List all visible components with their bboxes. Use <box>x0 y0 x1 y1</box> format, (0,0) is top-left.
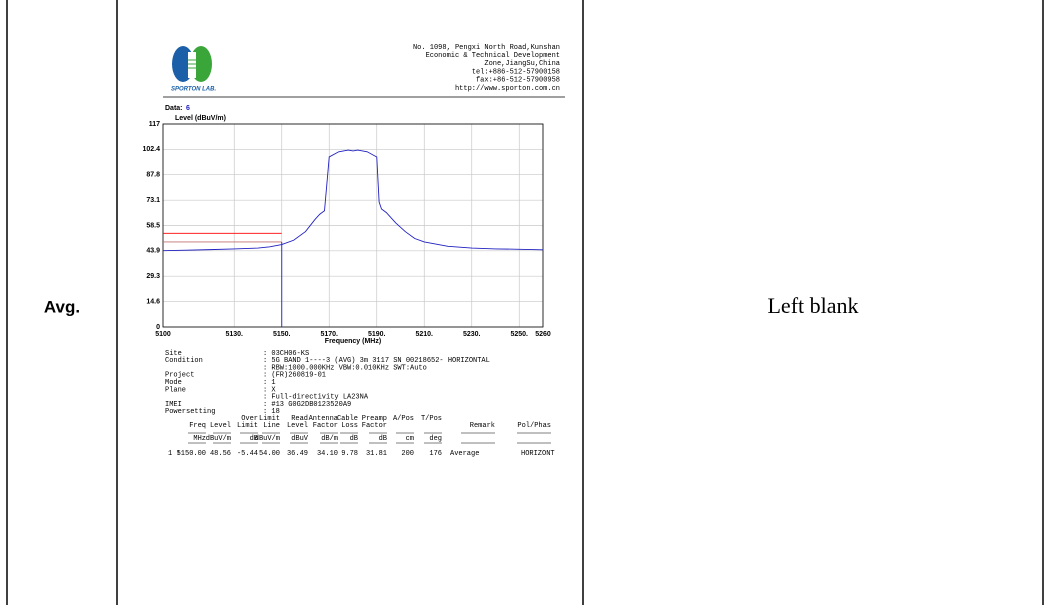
cell: 9.78 <box>341 450 358 458</box>
plot-frame <box>162 123 544 328</box>
y-tick-label: 29.3 <box>146 273 160 280</box>
column-header: Remark <box>470 422 495 430</box>
column-unit: dB <box>350 435 358 443</box>
x-tick-label: 5250. <box>510 331 528 338</box>
cell: 48.56 <box>210 450 231 458</box>
y-tick-label: 102.4 <box>142 146 160 153</box>
column-header: Antenna <box>309 415 338 423</box>
column-header: Cable <box>337 415 358 423</box>
y-tick-label: 14.6 <box>146 299 160 306</box>
data-number: 6 <box>186 105 190 112</box>
column-header: Read <box>291 415 308 423</box>
info-value: : Full-directivity LA23NA <box>263 394 369 402</box>
x-tick-label: 5170. <box>320 331 338 338</box>
column-header: A/Pos <box>393 415 414 423</box>
column-header: Level <box>210 422 231 430</box>
column-unit: cm <box>406 435 414 443</box>
column-unit: dBuV/m <box>255 435 280 443</box>
x-tick-label: 5130. <box>225 331 243 338</box>
address-line: http://www.sporton.com.cn <box>455 85 560 93</box>
x-tick-label: 5190. <box>368 331 386 338</box>
cell: 54.00 <box>259 450 280 458</box>
x-tick-label: 5260 <box>535 331 551 338</box>
column-header: Preamp <box>362 415 387 423</box>
y-tick-label: 58.5 <box>146 222 160 229</box>
row-label: 1 ! <box>168 450 181 458</box>
column-header: T/Pos <box>421 415 442 423</box>
info-label: Site <box>165 350 182 358</box>
column-unit: MHz <box>193 435 206 443</box>
address-line: tel:+886-512-57900158 <box>472 68 560 76</box>
y-tick-label: 117 <box>149 121 160 128</box>
address-line: Zone,JiangSu,China <box>484 60 560 68</box>
cell: Average <box>450 450 479 458</box>
x-tick-label: 5150. <box>273 331 291 338</box>
column-header: Freq <box>189 422 206 430</box>
column-header: Pol/Phas <box>517 422 551 430</box>
address-line: No. 1098, Pengxi North Road,Kunshan <box>413 44 560 52</box>
column-header: Factor <box>362 422 387 430</box>
column-header: Level <box>287 422 308 430</box>
info-value: : (FR)260819-01 <box>263 372 326 380</box>
cell: 176 <box>429 450 442 458</box>
y-tick-label: 0 <box>156 324 160 331</box>
y-tick-label: 73.1 <box>146 197 160 204</box>
y-axis-label: Level (dBuV/m) <box>175 115 226 122</box>
cell: 31.81 <box>366 450 387 458</box>
cell: -5.44 <box>237 450 258 458</box>
column-header: Line <box>263 422 280 430</box>
column-header: Factor <box>313 422 338 430</box>
column-header: Over <box>241 415 258 423</box>
series-line <box>162 149 544 252</box>
cell: HORIZONT <box>521 450 555 458</box>
info-label: IMEI <box>165 401 182 409</box>
cell: 5150.00 <box>177 450 206 458</box>
info-value: : 03CH06-KS <box>263 350 309 358</box>
data-label: Data: <box>165 105 183 112</box>
y-tick-label: 43.9 <box>146 248 160 255</box>
logo <box>172 46 212 82</box>
column-unit: dB/m <box>321 435 338 443</box>
info-value: : RBW:1000.000KHz VBW:0.010KHz SWT:Auto <box>263 364 427 372</box>
info-value: : 1 <box>263 379 276 387</box>
x-tick-label: 5210. <box>415 331 433 338</box>
address-line: Economic & Technical Development <box>426 52 560 60</box>
info-value: : 18 <box>263 408 280 416</box>
address-line: fax:+86-512-57900958 <box>476 77 560 85</box>
info-label: Condition <box>165 357 203 365</box>
logo-text: SPORTON LAB. <box>171 87 216 93</box>
cell: 34.10 <box>317 450 338 458</box>
column-unit: dBuV/m <box>206 435 231 443</box>
info-value: : X <box>263 386 276 394</box>
row-label: Avg. <box>44 297 80 316</box>
info-label: Powersetting <box>165 408 215 416</box>
note: Left blank <box>767 293 858 318</box>
cell: 200 <box>401 450 414 458</box>
info-label: Mode <box>165 379 182 387</box>
cell: 36.49 <box>287 450 308 458</box>
column-header: Limit <box>237 422 258 430</box>
column-unit: dBuV <box>291 435 309 443</box>
info-label: Project <box>165 372 194 380</box>
x-tick-label: 5100 <box>155 331 171 338</box>
logo-gap <box>188 52 196 78</box>
info-label: Plane <box>165 386 186 394</box>
info-value: : #13 G0G2DB0123520A9 <box>263 401 351 409</box>
column-header: Loss <box>341 422 358 430</box>
column-header: Limit <box>259 415 280 423</box>
column-unit: dB <box>379 435 387 443</box>
y-tick-label: 87.8 <box>146 172 160 179</box>
x-axis-label: Frequency (MHz) <box>325 338 381 345</box>
column-unit: dB <box>250 435 258 443</box>
column-unit: deg <box>429 435 442 443</box>
x-tick-label: 5230. <box>463 331 481 338</box>
info-value: : 5G BAND 1----3 (AVG) 3m 3117 SN 002186… <box>263 357 490 365</box>
